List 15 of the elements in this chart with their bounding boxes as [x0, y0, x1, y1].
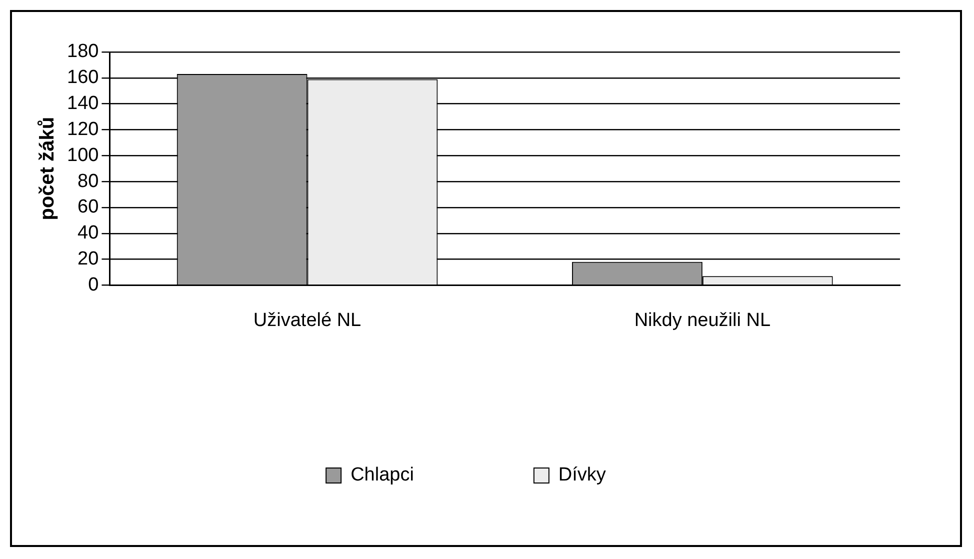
y-tick-label: 40 — [78, 222, 99, 244]
legend-label: Chlapci — [350, 464, 414, 486]
y-axis-title: počet žáků — [36, 116, 59, 220]
y-tick-label: 0 — [88, 274, 99, 296]
y-tick-label: 160 — [67, 67, 99, 88]
legend-label: Dívky — [558, 464, 606, 486]
y-tick-label: 80 — [78, 170, 99, 192]
y-tick-label: 120 — [67, 118, 99, 140]
y-tick-label: 100 — [67, 144, 99, 166]
y-tick-label: 140 — [67, 93, 99, 114]
x-tick-label: Uživatelé NL — [253, 310, 362, 331]
y-tick-label: 60 — [78, 196, 99, 218]
x-tick-label: Nikdy neužili NL — [634, 310, 771, 331]
y-tick-label: 180 — [67, 41, 99, 62]
y-tick-label: 20 — [78, 248, 99, 270]
